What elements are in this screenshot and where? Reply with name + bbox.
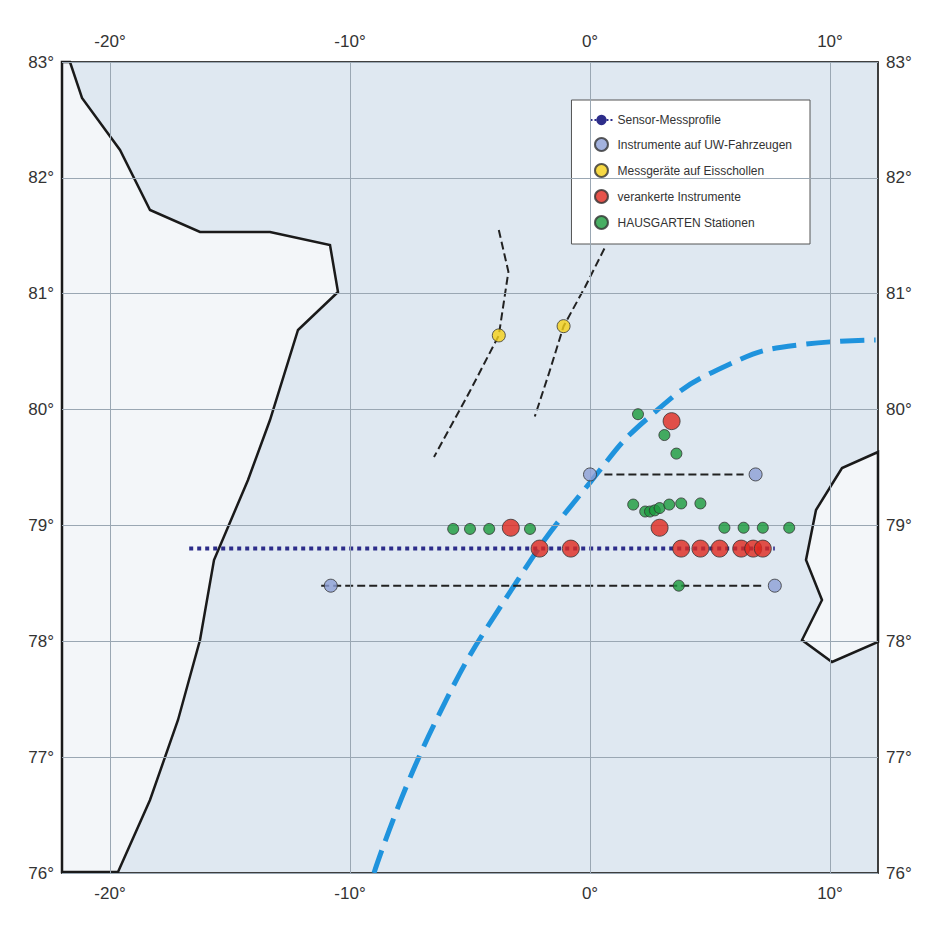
- svg-text:0°: 0°: [582, 884, 598, 903]
- svg-text:-10°: -10°: [334, 884, 365, 903]
- svg-text:79°: 79°: [886, 516, 912, 535]
- svg-text:80°: 80°: [886, 400, 912, 419]
- svg-text:Instrumente auf UW-Fahrzeugen: Instrumente auf UW-Fahrzeugen: [617, 138, 792, 152]
- svg-text:78°: 78°: [28, 632, 54, 651]
- svg-text:verankerte Instrumente: verankerte Instrumente: [617, 190, 741, 204]
- svg-text:-20°: -20°: [94, 32, 125, 51]
- svg-text:76°: 76°: [886, 864, 912, 883]
- svg-text:10°: 10°: [817, 884, 843, 903]
- svg-text:81°: 81°: [886, 284, 912, 303]
- svg-text:79°: 79°: [28, 516, 54, 535]
- svg-text:-10°: -10°: [334, 32, 365, 51]
- svg-text:-20°: -20°: [94, 884, 125, 903]
- svg-text:Sensor-Messprofile: Sensor-Messprofile: [617, 113, 721, 127]
- svg-text:0°: 0°: [582, 32, 598, 51]
- svg-text:82°: 82°: [28, 168, 54, 187]
- svg-text:Messgeräte auf Eisschollen: Messgeräte auf Eisschollen: [617, 164, 764, 178]
- svg-text:10°: 10°: [817, 32, 843, 51]
- svg-text:HAUSGARTEN Stationen: HAUSGARTEN Stationen: [617, 216, 754, 230]
- svg-text:81°: 81°: [28, 284, 54, 303]
- svg-text:80°: 80°: [28, 400, 54, 419]
- svg-text:78°: 78°: [886, 632, 912, 651]
- svg-text:82°: 82°: [886, 168, 912, 187]
- svg-text:83°: 83°: [28, 53, 54, 72]
- svg-text:77°: 77°: [28, 748, 54, 767]
- svg-text:76°: 76°: [28, 864, 54, 883]
- svg-text:77°: 77°: [886, 748, 912, 767]
- svg-text:83°: 83°: [886, 53, 912, 72]
